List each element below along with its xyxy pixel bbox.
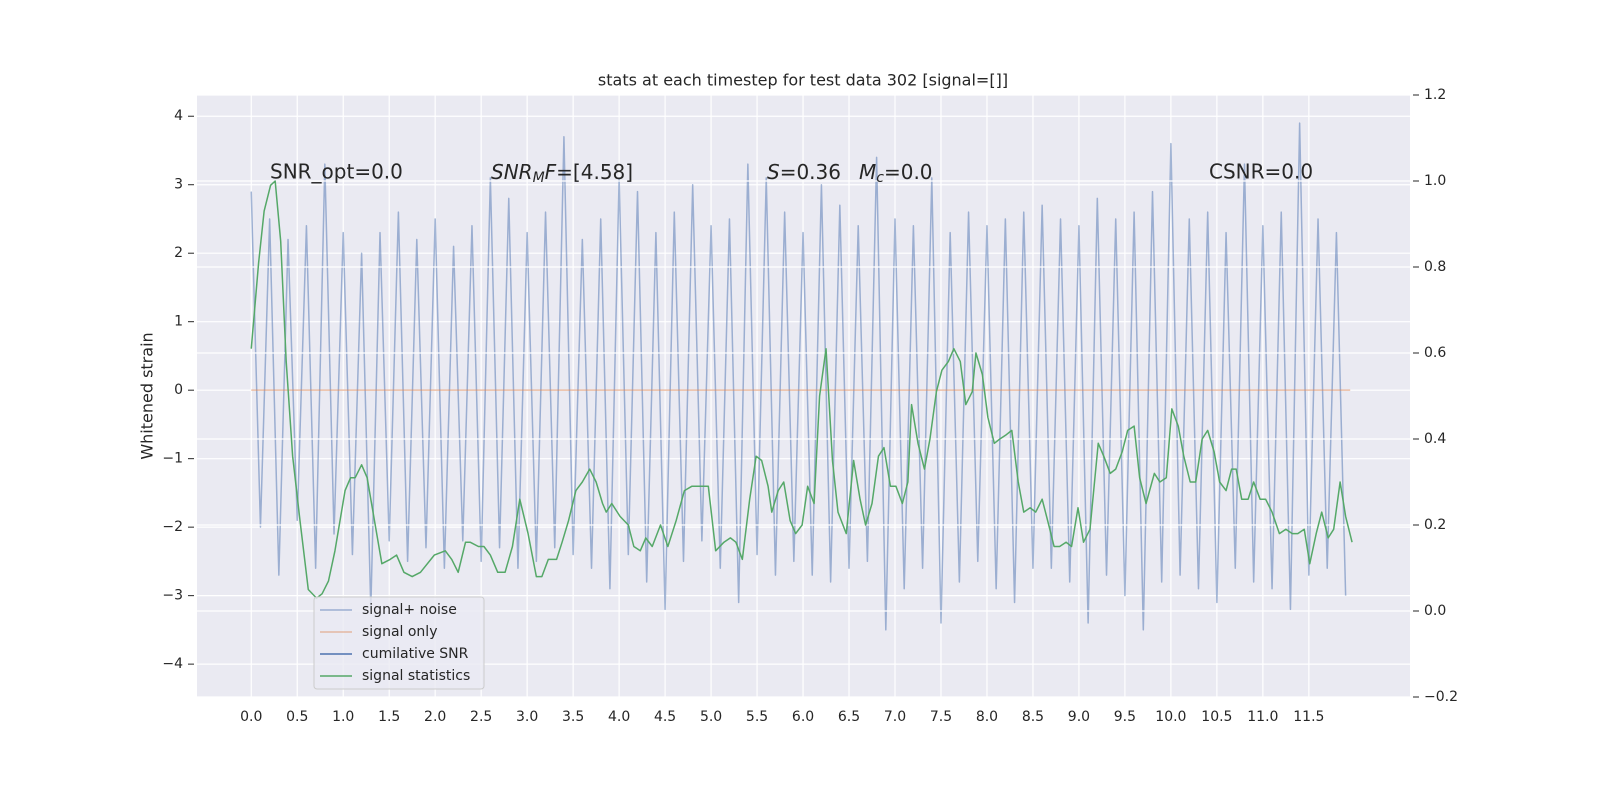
y2-tick-label: 1.2	[1424, 87, 1446, 103]
x-tick-label: 6.0	[792, 709, 814, 725]
y-tick-label: 1	[174, 314, 183, 330]
annotation-part: M	[859, 160, 876, 184]
y-tick-label: −1	[162, 451, 183, 467]
x-tick-label: 2.5	[470, 709, 492, 725]
x-tick-label: 10.0	[1155, 709, 1186, 725]
y2-tick-label: 1.0	[1424, 173, 1446, 189]
y-tick-label: −3	[162, 588, 183, 604]
annotation-part: S	[767, 160, 780, 184]
annotation-part: =[4.58]	[556, 160, 633, 184]
y-tick-label: 0	[174, 382, 183, 398]
x-tick-label: 4.0	[608, 709, 630, 725]
legend-label: signal statistics	[362, 668, 470, 684]
x-tick-label: 7.5	[930, 709, 952, 725]
y-tick-label: 3	[174, 177, 183, 193]
series-line	[250, 180, 1353, 599]
y-tick-label: −2	[162, 519, 183, 535]
x-tick-label: 11.0	[1247, 709, 1278, 725]
x-tick-label: 0.5	[286, 709, 308, 725]
x-tick-label: 10.5	[1201, 709, 1232, 725]
x-tick-label: 8.5	[1022, 709, 1044, 725]
annotation: S=0.36	[767, 160, 841, 184]
y2-tick-label: 0.2	[1424, 517, 1446, 533]
plot-lines	[250, 122, 1351, 631]
chart-title: stats at each timestep for test data 302…	[598, 71, 1008, 90]
x-tick-label: 1.5	[378, 709, 400, 725]
x-tick-label: 11.5	[1293, 709, 1324, 725]
plot-lines-y2	[250, 180, 1353, 599]
legend-label: cumilative SNR	[362, 646, 469, 662]
x-tick-label: 0.0	[240, 709, 262, 725]
series-line	[250, 122, 1347, 631]
legend-box	[313, 596, 485, 690]
annotation-part: SNR	[491, 160, 533, 184]
legend-label: signal+ noise	[362, 602, 457, 618]
x-tick-label: 5.0	[700, 709, 722, 725]
x-tick-label: 9.5	[1114, 709, 1136, 725]
x-tick-label: 8.0	[976, 709, 998, 725]
y-tick-label: 2	[174, 245, 183, 261]
annotation-part: M	[533, 170, 545, 186]
x-tick-label: 4.5	[654, 709, 676, 725]
annotation: CSNR=0.0	[1209, 160, 1313, 184]
annotation-part: =0.0	[884, 160, 933, 184]
x-tick-label: 3.5	[562, 709, 584, 725]
annotation-part: =0.36	[780, 160, 841, 184]
y-axis-label: Whitened strain	[138, 332, 157, 459]
legend-label: signal only	[362, 624, 437, 640]
x-tick-label: 9.0	[1068, 709, 1090, 725]
y-tick-label: 4	[174, 108, 183, 124]
x-tick-label: 5.5	[746, 709, 768, 725]
x-tick-label: 7.0	[884, 709, 906, 725]
x-tick-label: 3.0	[516, 709, 538, 725]
annotation: Mc=0.0	[859, 160, 933, 187]
y2-tick-label: 0.0	[1424, 603, 1446, 619]
x-tick-label: 2.0	[424, 709, 446, 725]
annotation-part: F	[545, 160, 557, 184]
annotation: SNRMF=[4.58]	[491, 160, 633, 187]
y-tick-label: −4	[162, 656, 183, 672]
x-tick-label: 6.5	[838, 709, 860, 725]
y2-tick-label: 0.6	[1424, 345, 1446, 361]
x-tick-label: 1.0	[332, 709, 354, 725]
y2-tick-label: 0.4	[1424, 431, 1446, 447]
legend: signal+ noise signal only cumilative SNR si…	[313, 596, 485, 690]
annotation-part: c	[876, 170, 884, 186]
annotation: SNR_opt=0.0	[270, 160, 403, 184]
y2-tick-label: −0.2	[1424, 689, 1458, 705]
y2-tick-label: 0.8	[1424, 259, 1446, 275]
